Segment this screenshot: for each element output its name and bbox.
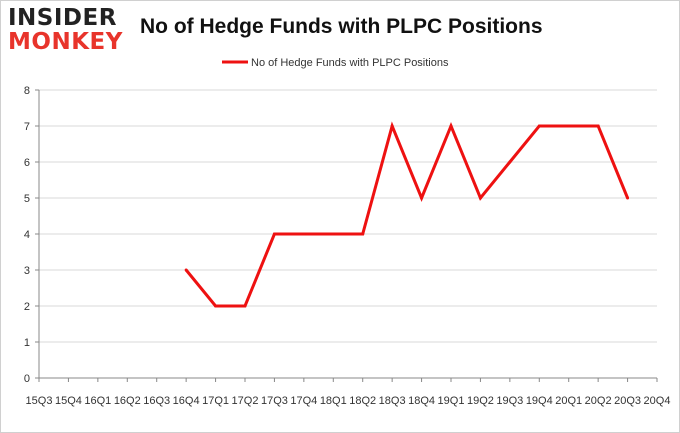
y-tick-label-0: 0 — [24, 373, 30, 385]
y-tick-labels: 0 1 2 3 4 5 6 7 8 — [24, 85, 30, 385]
y-tick-label-1: 1 — [24, 337, 30, 349]
legend: No of Hedge Funds with PLPC Positions — [222, 57, 449, 69]
data-point-20Q3 — [626, 196, 630, 200]
data-point-17Q1 — [214, 304, 218, 308]
x-tick-label-19Q3: 19Q3 — [496, 395, 523, 407]
y-tick-label-6: 6 — [24, 157, 30, 169]
x-tick-label-18Q3: 18Q3 — [379, 395, 406, 407]
data-point-17Q4 — [302, 232, 306, 236]
data-point-20Q1 — [567, 124, 571, 128]
y-tick-label-4: 4 — [24, 229, 30, 241]
insider-monkey-logo: INSIDER MONKEY — [8, 6, 128, 56]
y-tick-label-3: 3 — [24, 265, 30, 277]
x-tick-label-19Q2: 19Q2 — [467, 395, 494, 407]
logo-line-2: MONKEY — [8, 29, 123, 55]
x-tick-label-16Q4: 16Q4 — [173, 395, 200, 407]
x-tick-label-16Q2: 16Q2 — [114, 395, 141, 407]
data-point-18Q3 — [390, 124, 394, 128]
series-line-0 — [184, 121, 629, 308]
data-point-16Q4 — [184, 268, 188, 272]
x-tick-label-18Q1: 18Q1 — [320, 395, 347, 407]
x-tick-label-16Q1: 16Q1 — [84, 395, 111, 407]
data-point-19Q1 — [449, 124, 453, 128]
data-point-17Q2 — [243, 304, 247, 308]
series-lines — [184, 121, 630, 308]
y-tick-label-7: 7 — [24, 121, 30, 133]
legend-label: No of Hedge Funds with PLPC Positions — [251, 57, 449, 69]
x-tick-label-15Q4: 15Q4 — [55, 395, 82, 407]
data-point-18Q2 — [361, 232, 365, 236]
x-tick-label-16Q3: 16Q3 — [143, 395, 170, 407]
gridlines — [39, 89, 657, 343]
x-tick-label-17Q4: 17Q4 — [290, 395, 317, 407]
data-point-18Q1 — [331, 232, 335, 236]
x-tick-label-20Q4: 20Q4 — [644, 395, 671, 407]
x-tick-label-18Q4: 18Q4 — [408, 395, 435, 407]
chart-title: No of Hedge Funds with PLPC Positions — [140, 15, 543, 38]
y-tick-label-5: 5 — [24, 193, 30, 205]
x-tick-label-18Q2: 18Q2 — [349, 395, 376, 407]
x-tick-label-15Q3: 15Q3 — [26, 395, 53, 407]
data-point-19Q3 — [508, 160, 512, 164]
x-tick-label-20Q2: 20Q2 — [585, 395, 612, 407]
axes — [35, 89, 658, 382]
x-tick-label-19Q4: 19Q4 — [526, 395, 553, 407]
y-tick-label-8: 8 — [24, 85, 30, 97]
x-tick-label-17Q2: 17Q2 — [232, 395, 259, 407]
x-tick-label-17Q3: 17Q3 — [261, 395, 288, 407]
data-point-19Q4 — [537, 124, 541, 128]
data-point-19Q2 — [478, 196, 482, 200]
x-tick-label-20Q1: 20Q1 — [555, 395, 582, 407]
data-point-20Q2 — [596, 124, 600, 128]
logo-line-1: INSIDER — [8, 5, 117, 31]
data-point-17Q3 — [272, 232, 276, 236]
x-tick-label-20Q3: 20Q3 — [614, 395, 641, 407]
x-tick-label-17Q1: 17Q1 — [202, 395, 229, 407]
data-point-18Q4 — [420, 196, 424, 200]
x-tick-label-19Q1: 19Q1 — [438, 395, 465, 407]
x-tick-labels: 15Q3 15Q4 16Q1 16Q2 16Q3 16Q4 17Q1 17Q2 17Q3 17Q4… — [26, 395, 671, 407]
y-tick-label-2: 2 — [24, 301, 30, 313]
